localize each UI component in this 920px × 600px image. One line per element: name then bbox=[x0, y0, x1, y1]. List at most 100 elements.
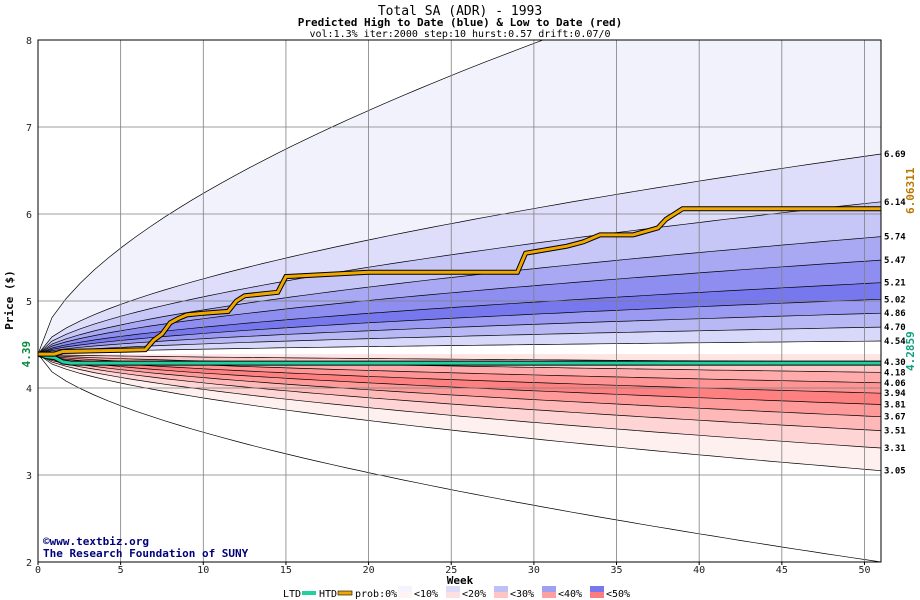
band-end-label: 3.31 bbox=[884, 444, 906, 454]
band-end-label: 3.94 bbox=[884, 389, 906, 399]
plot-area bbox=[37, 39, 882, 563]
high-band bbox=[38, 154, 881, 355]
htd-line bbox=[38, 207, 881, 356]
legend-low-swatch bbox=[590, 592, 604, 598]
band-end-label: 4.06 bbox=[884, 379, 906, 389]
high-band bbox=[38, 299, 881, 355]
high-band bbox=[38, 201, 881, 355]
x-tick-label: 0 bbox=[35, 565, 41, 576]
legend: LTD HTD prob:0% <10% <20% <30% <40% <50% bbox=[283, 586, 630, 600]
band-boundary bbox=[38, 259, 881, 355]
low-band bbox=[38, 354, 881, 405]
low-band bbox=[38, 354, 881, 362]
x-tick-label: 15 bbox=[280, 565, 292, 576]
legend-htd-label: HTD bbox=[319, 589, 337, 600]
x-tick-label: 25 bbox=[445, 565, 457, 576]
legend-low-swatch bbox=[398, 592, 412, 598]
band-boundary bbox=[38, 282, 881, 355]
legend-prob-label-item: <50% bbox=[606, 589, 630, 600]
y-tick-label: 8 bbox=[26, 36, 32, 47]
legend-prob-label-item: <10% bbox=[414, 589, 438, 600]
start-price-label: 4.39 bbox=[20, 341, 33, 368]
x-tick-labels: 0 5 10 15 20 25 30 35 40 45 50 bbox=[35, 562, 870, 576]
band-boundary bbox=[38, 353, 881, 431]
legend-prob-label-item: <20% bbox=[462, 589, 486, 600]
credit-org: The Research Foundation of SUNY bbox=[43, 547, 249, 560]
band-end-label: 6.69 bbox=[884, 150, 906, 160]
band-boundary bbox=[38, 201, 881, 355]
high-band bbox=[38, 313, 881, 355]
plot-border bbox=[37, 39, 882, 563]
band-end-label: 6.14 bbox=[884, 198, 906, 208]
high-band bbox=[38, 282, 881, 355]
high-band bbox=[38, 236, 881, 355]
x-tick-label: 40 bbox=[693, 565, 705, 576]
y-tick-label: 4 bbox=[26, 384, 32, 395]
band-end-label: 3.81 bbox=[884, 401, 906, 411]
band-end-label: 4.30 bbox=[884, 358, 906, 368]
legend-high-swatch bbox=[542, 586, 556, 592]
band-boundary bbox=[38, 353, 881, 472]
band-end-label: 4.54 bbox=[884, 337, 906, 347]
probability-bands bbox=[38, 40, 881, 562]
low-band bbox=[38, 354, 881, 417]
chart-subtitle: Predicted High to Date (blue) & Low to D… bbox=[298, 16, 623, 29]
x-tick-label: 5 bbox=[118, 565, 124, 576]
band-end-label: 4.70 bbox=[884, 323, 906, 333]
band-boundary bbox=[38, 153, 881, 355]
y-tick-label: 7 bbox=[26, 123, 32, 134]
y-tick-label: 6 bbox=[26, 210, 32, 221]
legend-low-swatch bbox=[542, 592, 556, 598]
y-tick-labels: 2 3 4 5 6 7 8 bbox=[26, 36, 32, 569]
band-boundary bbox=[38, 353, 881, 418]
y-tick-label: 2 bbox=[26, 558, 32, 569]
band-boundary bbox=[38, 353, 881, 394]
series-lines bbox=[38, 206, 881, 366]
legend-prob-label: prob:0% bbox=[355, 589, 397, 600]
band-boundary bbox=[38, 353, 881, 373]
band-end-label: 5.02 bbox=[884, 295, 906, 305]
low-band bbox=[38, 354, 881, 471]
x-tick-label: 30 bbox=[528, 565, 540, 576]
band-end-label: 5.47 bbox=[884, 256, 906, 266]
x-tick-label: 35 bbox=[611, 565, 623, 576]
low-band bbox=[38, 354, 881, 431]
high-band bbox=[38, 327, 881, 355]
credit-site: ©www.textbiz.org bbox=[43, 535, 149, 548]
band-boundary bbox=[38, 353, 881, 405]
band-end-label: 4.86 bbox=[884, 309, 906, 319]
band-boundary bbox=[38, 340, 881, 355]
band-end-labels: 6.69 6.14 5.74 5.47 5.21 5.02 4.86 4.70 4.54 4.30… bbox=[884, 150, 906, 477]
band-boundary bbox=[38, 236, 881, 355]
band-end-label: 3.67 bbox=[884, 413, 906, 423]
legend-high-swatch bbox=[446, 586, 460, 592]
high-band bbox=[38, 40, 881, 355]
legend-high-swatch bbox=[590, 586, 604, 592]
legend-high-swatch bbox=[398, 586, 412, 592]
x-tick-label: 45 bbox=[776, 565, 788, 576]
low-band bbox=[38, 354, 881, 448]
band-boundary bbox=[38, 298, 881, 355]
low-band bbox=[38, 354, 881, 394]
band-end-label: 5.21 bbox=[884, 279, 906, 289]
legend-low-swatch bbox=[446, 592, 460, 598]
x-tick-label: 10 bbox=[197, 565, 209, 576]
band-end-label: 3.51 bbox=[884, 427, 906, 437]
htd-end-label: 6.06311 bbox=[904, 167, 917, 214]
legend-prob-items: <10% <20% <30% <40% <50% bbox=[398, 586, 630, 600]
ltd-end-label: 4.2859 bbox=[904, 331, 917, 371]
legend-prob-label-item: <30% bbox=[510, 589, 534, 600]
band-boundary bbox=[38, 326, 881, 355]
chart-title: Total SA (ADR) - 1993 bbox=[378, 4, 542, 19]
outer-envelope bbox=[38, 353, 881, 562]
legend-high-swatch bbox=[494, 586, 508, 592]
legend-low-swatch bbox=[494, 592, 508, 598]
outer-envelope bbox=[38, 40, 544, 355]
legend-prob-label-item: <40% bbox=[558, 589, 582, 600]
x-tick-label: 20 bbox=[363, 565, 375, 576]
legend-ltd-label: LTD bbox=[283, 589, 301, 600]
legend-ltd-swatch bbox=[302, 591, 316, 595]
band-end-label: 3.05 bbox=[884, 467, 906, 477]
band-boundary bbox=[38, 312, 881, 355]
